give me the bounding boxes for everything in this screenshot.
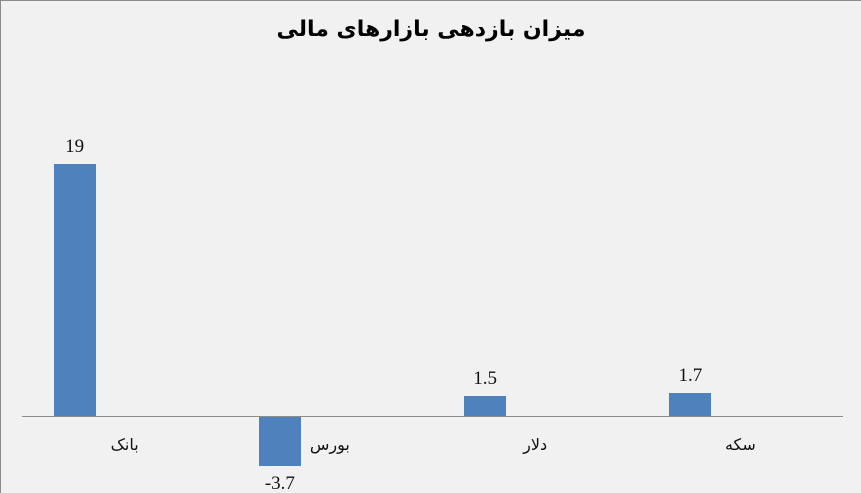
- bar-2: [464, 396, 507, 416]
- bar-0: [53, 164, 96, 416]
- category-label-2: دلار: [523, 435, 548, 454]
- category-label-0: بانک: [110, 435, 139, 454]
- category-label-3: سکه: [724, 435, 756, 454]
- x-axis-line: [22, 416, 843, 417]
- data-label-1: -3.7: [264, 473, 295, 493]
- bar-3: [669, 393, 712, 416]
- bar-1: [258, 417, 301, 466]
- category-label-1: بورس: [309, 435, 350, 454]
- data-label-3: 1.7: [678, 365, 703, 386]
- data-label-0: 19: [65, 136, 85, 157]
- data-label-2: 1.5: [473, 368, 497, 389]
- chart-title: میزان بازدهی بازارهای مالی: [276, 17, 586, 42]
